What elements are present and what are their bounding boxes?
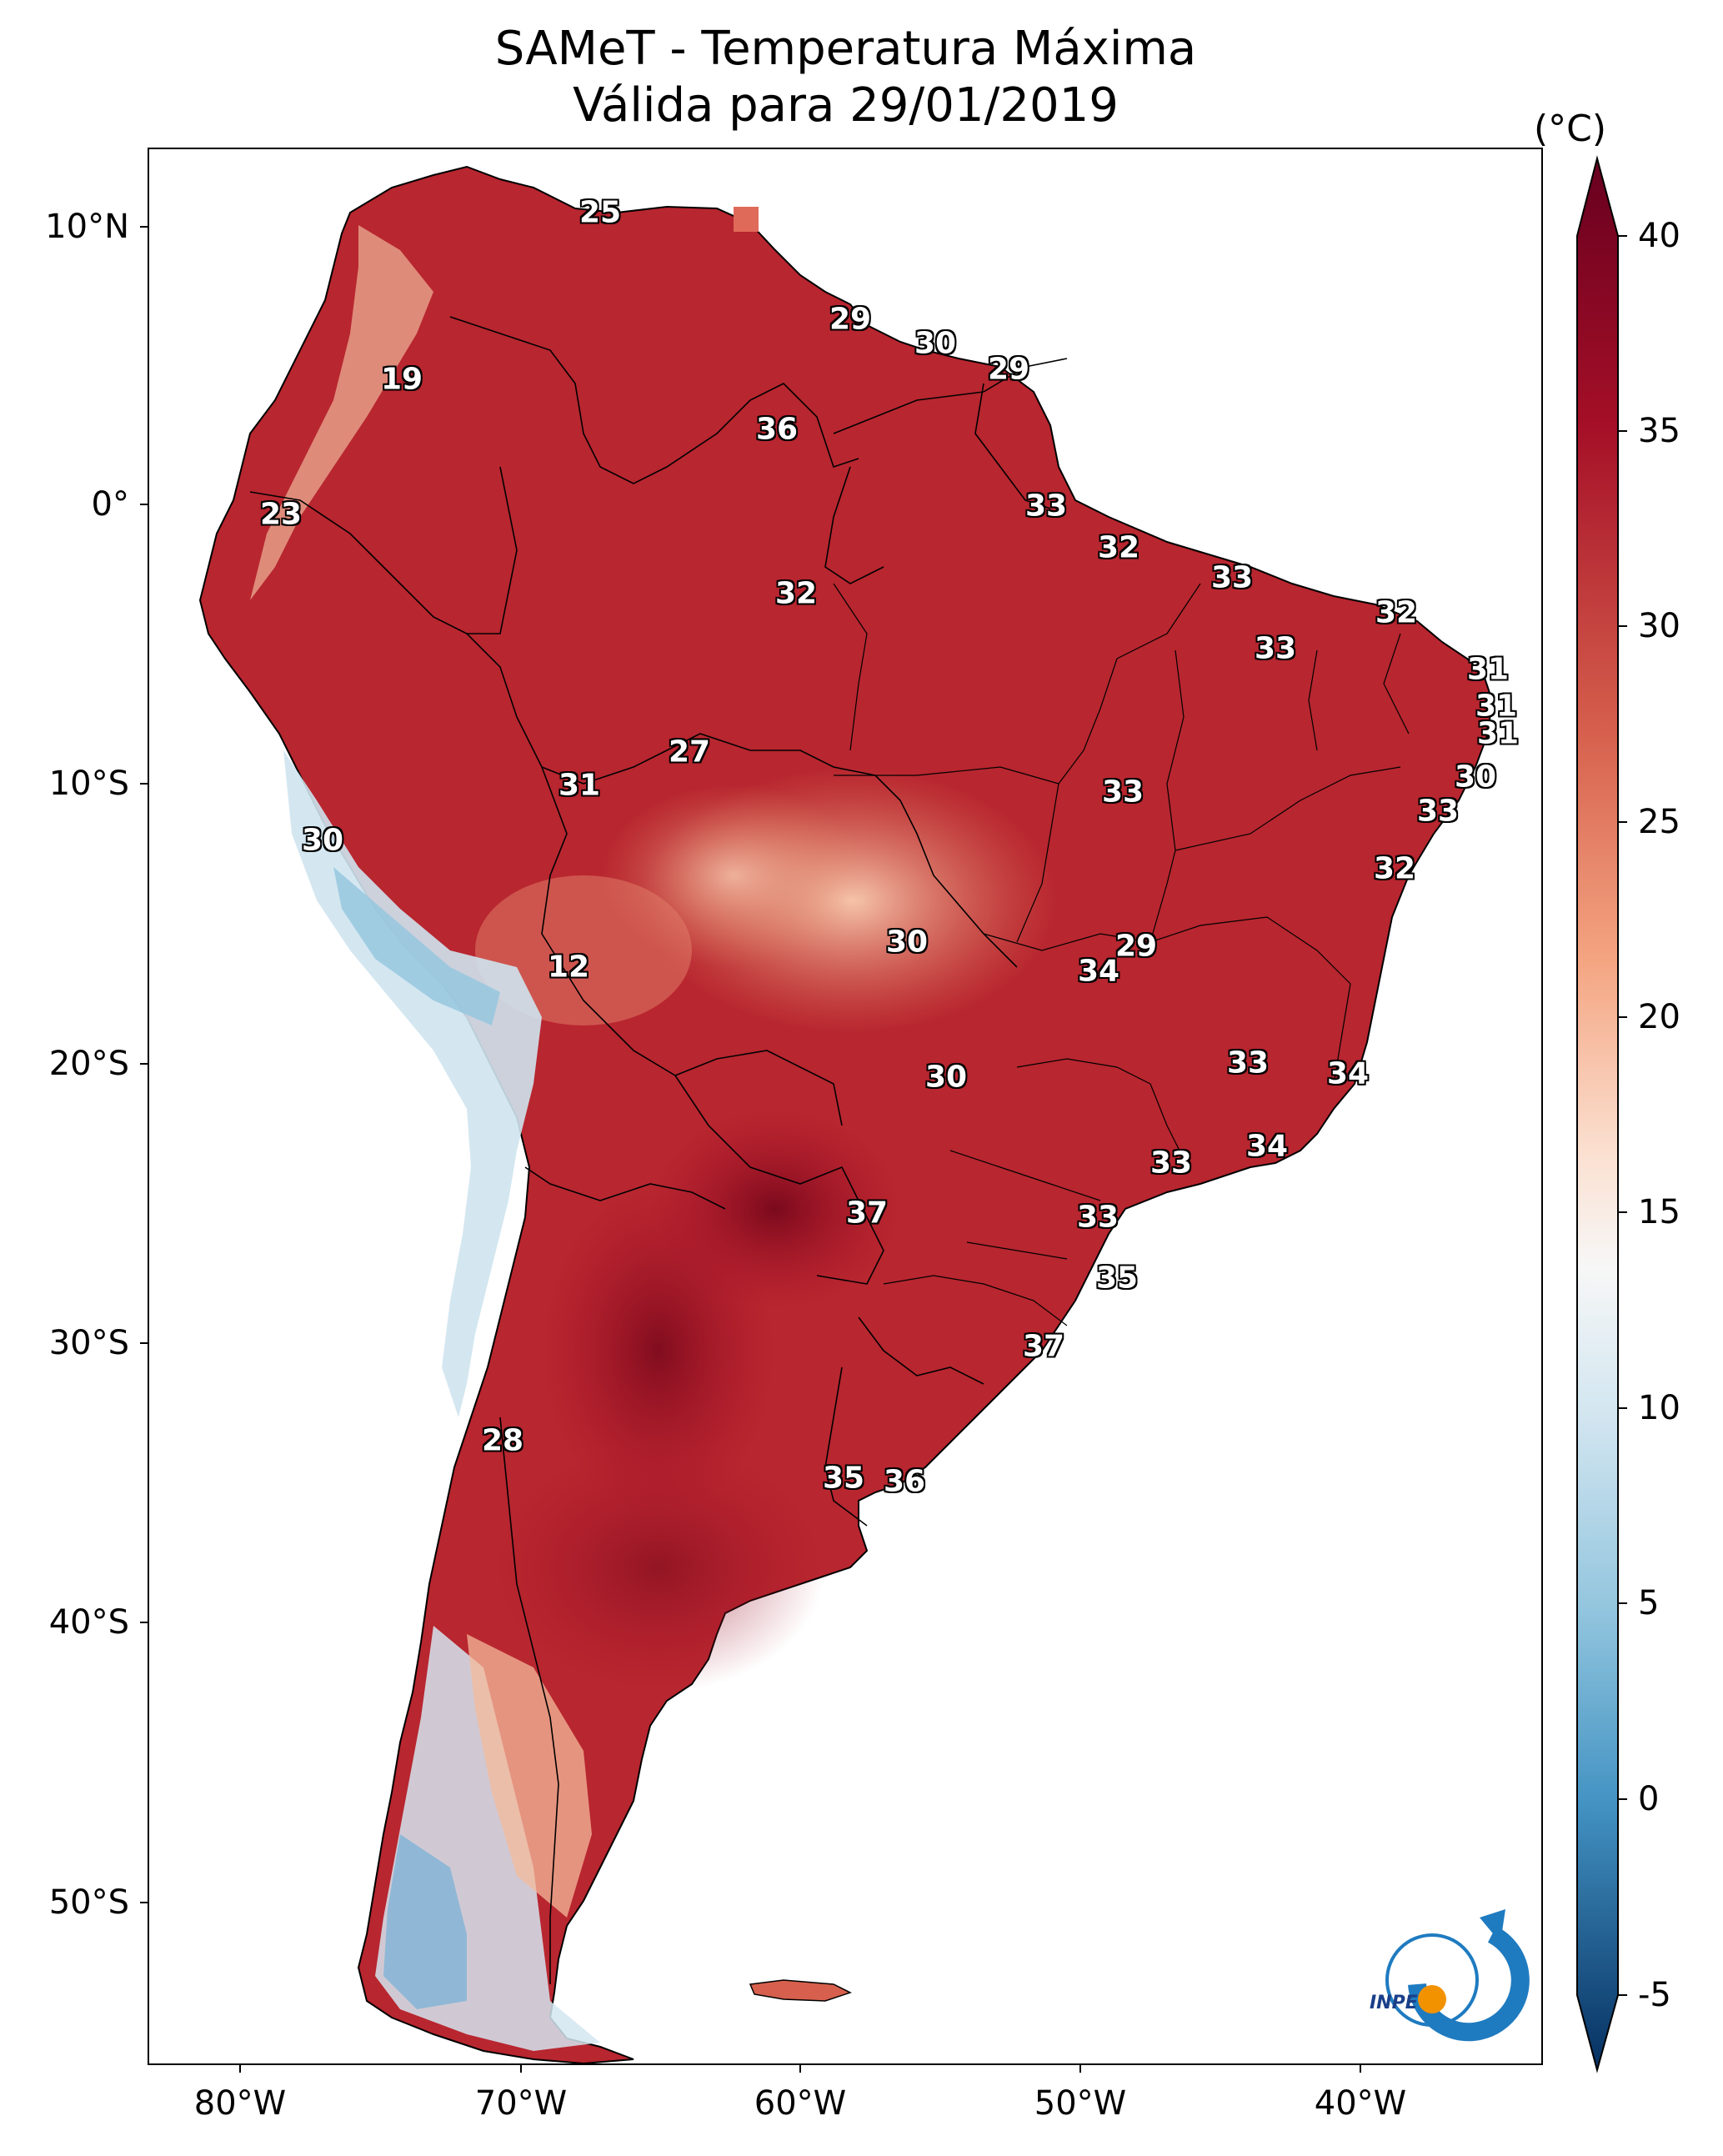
station-label: 29 bbox=[829, 302, 872, 337]
lon-label-50w: 50°W bbox=[1034, 2084, 1127, 2123]
station-label: 33 bbox=[1210, 560, 1254, 595]
pampas-hot-area bbox=[492, 1442, 825, 1692]
station-label: 29 bbox=[987, 352, 1030, 387]
lat-label-20s: 20°S bbox=[48, 1045, 129, 1083]
station-label: 33 bbox=[1076, 1200, 1119, 1235]
lat-label-50s: 50°S bbox=[48, 1883, 129, 1922]
altiplano-cold-area bbox=[333, 867, 500, 1025]
station-label: 12 bbox=[547, 950, 590, 985]
trinidad-island bbox=[734, 207, 759, 232]
inpe-logo bbox=[1385, 1909, 1530, 2042]
station-label: 32 bbox=[1097, 530, 1140, 565]
station-label: 30 bbox=[914, 326, 957, 361]
station-label: 34 bbox=[1326, 1056, 1370, 1091]
colorbar-tick: 30 bbox=[1638, 607, 1680, 645]
colorbar-tick: 5 bbox=[1638, 1584, 1660, 1622]
station-label: 31 bbox=[558, 768, 601, 803]
lon-label-80w: 80°W bbox=[193, 2084, 287, 2123]
argentina-mild-area bbox=[467, 1634, 592, 1918]
station-label: 33 bbox=[1150, 1146, 1193, 1181]
station-label: 30 bbox=[885, 925, 929, 960]
station-label: 33 bbox=[1254, 631, 1297, 666]
colorbar bbox=[1576, 155, 1627, 2073]
station-label: 35 bbox=[822, 1461, 865, 1496]
station-label: 32 bbox=[774, 576, 818, 611]
inpe-logo-text: INPE bbox=[1370, 1993, 1418, 2013]
falkland-islands bbox=[749, 1979, 852, 2002]
lat-label-30s: 30°S bbox=[48, 1324, 129, 1362]
station-label: 29 bbox=[1114, 929, 1158, 964]
station-label: 33 bbox=[1024, 489, 1068, 524]
station-label: 23 bbox=[259, 497, 303, 532]
station-label: 33 bbox=[1101, 775, 1144, 810]
colorbar-tick: 0 bbox=[1638, 1780, 1660, 1818]
station-label: 32 bbox=[1375, 595, 1418, 630]
lon-label-70w: 70°W bbox=[474, 2084, 568, 2123]
colorbar-tick: 25 bbox=[1638, 803, 1680, 841]
station-label: 30 bbox=[301, 823, 344, 858]
station-label: 30 bbox=[1454, 760, 1497, 795]
station-label: 35 bbox=[1095, 1261, 1139, 1296]
northern-andes-mild-area bbox=[250, 225, 433, 600]
lat-label-10s: 10°S bbox=[48, 765, 129, 803]
lat-label-0: 0° bbox=[91, 485, 129, 524]
station-label: 31 bbox=[1475, 689, 1518, 724]
station-label: 37 bbox=[1022, 1329, 1065, 1364]
station-label: 31 bbox=[1466, 652, 1510, 687]
station-label: 34 bbox=[1245, 1129, 1289, 1164]
lat-label-10n: 10°N bbox=[45, 208, 129, 246]
colorbar-unit: (°C) bbox=[1534, 108, 1607, 150]
map-title: SAMeT - Temperatura Máxima bbox=[494, 22, 1197, 76]
colorbar-tick: 20 bbox=[1638, 998, 1680, 1036]
state-borders bbox=[833, 583, 1410, 1326]
lat-label-40s: 40°S bbox=[48, 1603, 129, 1642]
station-label: 37 bbox=[845, 1196, 889, 1231]
country-borders bbox=[249, 316, 1068, 1984]
southern-andes-cold-area bbox=[383, 1834, 467, 2009]
station-label: 34 bbox=[1077, 954, 1120, 989]
station-label: 27 bbox=[668, 735, 711, 770]
station-label: 36 bbox=[755, 412, 799, 447]
lon-label-60w: 60°W bbox=[754, 2084, 847, 2123]
colorbar-tick: 35 bbox=[1638, 412, 1680, 450]
colorbar-tick: -5 bbox=[1638, 1976, 1671, 2014]
axis-ticks bbox=[140, 226, 1361, 2073]
argentina-hot-area bbox=[542, 1184, 775, 1517]
lon-label-40w: 40°W bbox=[1314, 2084, 1407, 2123]
station-label: 30 bbox=[924, 1060, 968, 1095]
station-label: 36 bbox=[883, 1464, 926, 1499]
station-label: 31 bbox=[1476, 716, 1520, 751]
colorbar-tick: 10 bbox=[1638, 1389, 1680, 1427]
station-label: 25 bbox=[579, 195, 622, 230]
station-label: 28 bbox=[481, 1423, 524, 1458]
colorbar-tick: 15 bbox=[1638, 1193, 1680, 1231]
station-label: 32 bbox=[1373, 851, 1416, 886]
map-subtitle: Válida para 29/01/2019 bbox=[573, 78, 1119, 133]
bolivia-mild-area bbox=[475, 875, 692, 1025]
colorbar-tick: 40 bbox=[1638, 217, 1680, 255]
station-label: 33 bbox=[1416, 794, 1460, 829]
station-label: 19 bbox=[380, 362, 423, 397]
station-label: 33 bbox=[1226, 1045, 1270, 1081]
